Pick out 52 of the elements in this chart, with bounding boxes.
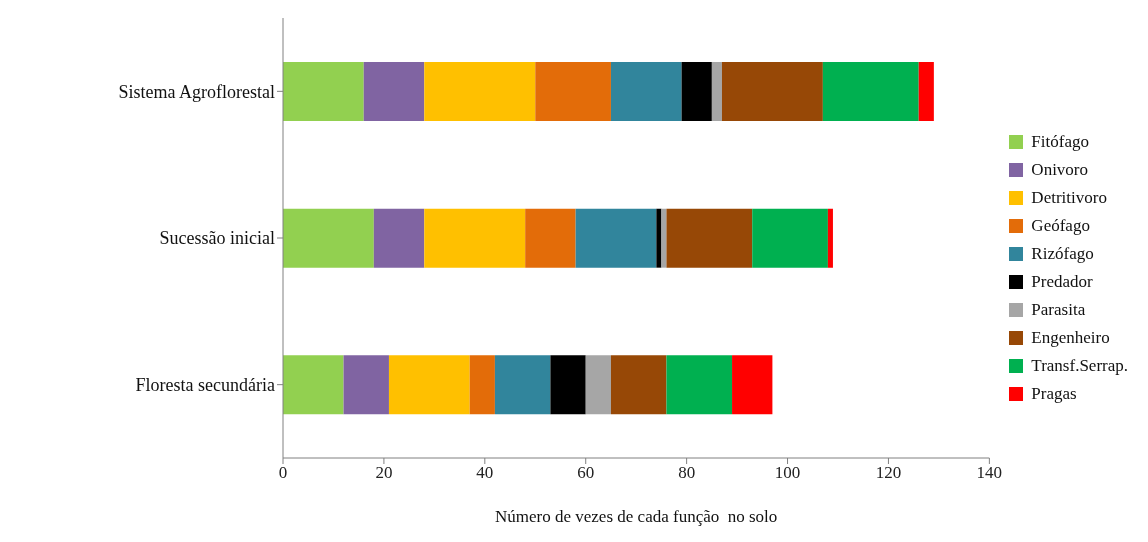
x-tick-label: 40 [476,463,494,483]
legend-label: Rizófago [1031,244,1094,264]
y-tick-label: Sistema Agroflorestal [118,81,275,102]
bar [656,208,662,268]
bar [575,208,657,268]
bar [388,355,470,415]
bar [661,208,667,268]
y-tick-label: Sucessão inicial [159,228,275,249]
bar [424,208,526,268]
bar [918,62,934,121]
bar [711,62,722,121]
legend-label: Detritivoro [1031,188,1107,208]
x-tick-label: 60 [577,463,595,483]
bar [283,208,374,268]
bar [822,62,919,121]
legend-label: Pragas [1031,384,1077,404]
legend-label: Transf.Serrap. [1031,356,1128,376]
y-tick-label: Floresta secundária [135,375,275,396]
legend-label: Fitófago [1031,132,1089,152]
bar [343,355,389,415]
bar [721,62,823,121]
bar [373,208,425,268]
bar [752,208,828,268]
legend-label: Engenheiro [1031,328,1110,348]
x-tick-label: 20 [375,463,393,483]
bar [283,62,364,121]
bar [363,62,425,121]
bar [535,62,611,121]
bar [283,355,344,415]
bar [424,62,536,121]
x-tick-label: 120 [875,463,902,483]
bar [610,62,682,121]
bar [681,62,712,121]
bar [469,355,495,415]
bar [494,355,551,415]
legend-label: Onivoro [1031,160,1089,180]
x-tick-label: 80 [678,463,696,483]
bar [666,355,733,415]
bar [525,208,576,268]
legend-label: Predador [1031,272,1093,292]
x-tick-label: 140 [976,463,1003,483]
bar [732,355,773,415]
x-tick-label: 100 [774,463,801,483]
bar [827,208,833,268]
legend-label: Geófago [1031,216,1090,236]
x-tick-label: 0 [278,463,288,483]
x-axis-title: Número de vezes de cada função no solo [495,507,778,526]
bar [610,355,667,415]
bar [550,355,586,415]
bar [585,355,611,415]
bar [666,208,753,268]
legend-label: Parasita [1031,300,1086,320]
